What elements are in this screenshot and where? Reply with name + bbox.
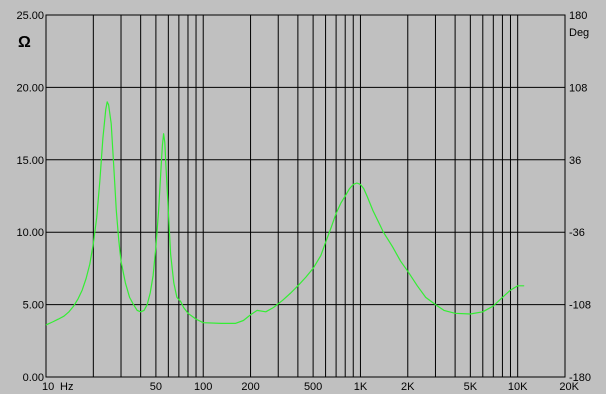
right-axis-tick-label: 36	[569, 155, 581, 167]
x-axis-tick-label: 2K	[401, 381, 415, 393]
series-layer	[45, 101, 525, 326]
right-axis-unit: Deg	[569, 27, 589, 39]
x-axis-tick-label: 100	[194, 381, 212, 393]
x-axis-tick-label: 20K	[559, 381, 579, 393]
right-axis-tick-label: 180	[569, 10, 587, 22]
left-axis-tick-label: 0.00	[23, 372, 44, 384]
x-axis-tick-label: 10	[42, 381, 54, 393]
x-axis-tick-label: 200	[241, 381, 259, 393]
x-axis-tick-label: 1K	[354, 381, 368, 393]
left-axis-tick-label: 5.00	[23, 300, 44, 312]
x-axis-tick-labels: 10 50 100 200 500 1K 2K 5K 10K 20K	[42, 381, 580, 393]
left-axis-tick-label: 15.00	[16, 155, 44, 167]
right-axis-tick-label: -36	[569, 227, 585, 239]
left-axis-tick-label: 10.00	[16, 227, 44, 239]
right-axis-tick-label: -108	[569, 300, 591, 312]
x-axis-tick-label: 500	[304, 381, 322, 393]
right-axis-tick-label: -180	[569, 372, 591, 384]
grid	[46, 15, 565, 377]
x-axis-tick-label: 10K	[508, 381, 528, 393]
x-axis-unit: Hz	[60, 381, 73, 393]
right-axis-tick-labels: 180 108 36 -36 -108 -180	[569, 10, 591, 384]
left-axis-tick-label: 25.00	[16, 10, 44, 22]
x-axis-tick-label: 50	[150, 381, 162, 393]
impedance-series-line	[45, 101, 525, 326]
left-axis-unit: Ω	[18, 34, 31, 51]
right-axis-tick-label: 108	[569, 82, 587, 94]
left-axis-tick-labels: 0.00 5.00 10.00 15.00 20.00 25.00	[16, 10, 44, 384]
x-axis-tick-label: 5K	[464, 381, 478, 393]
left-axis-tick-label: 20.00	[16, 82, 44, 94]
plot-area	[45, 14, 566, 378]
